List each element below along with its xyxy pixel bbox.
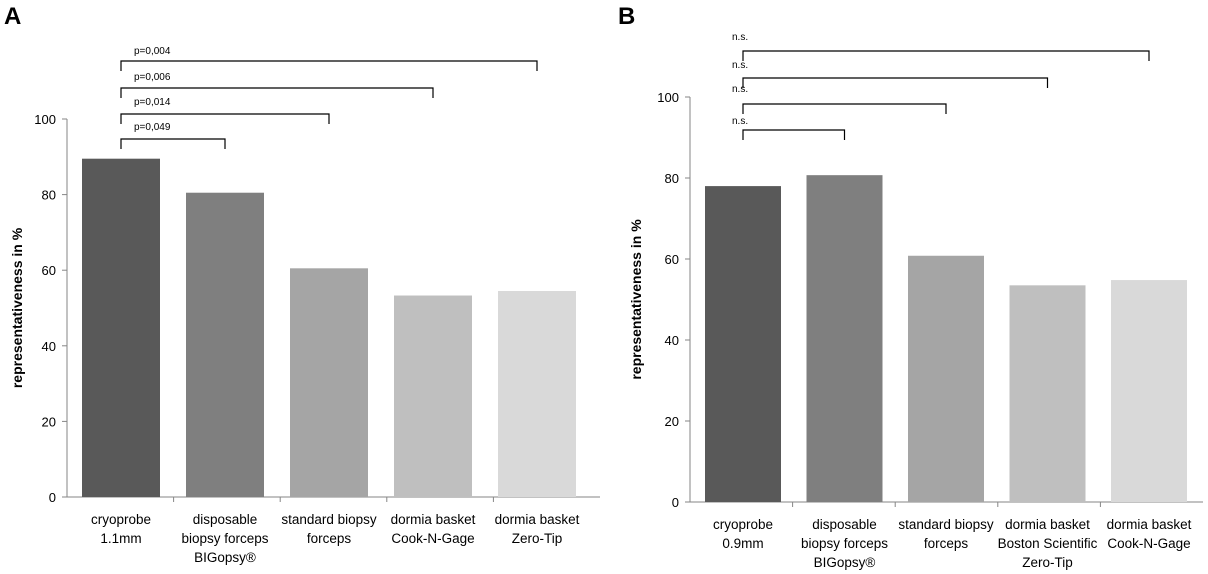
y-tick-label: 20 [665, 414, 679, 429]
category-label: standard biopsy [898, 517, 994, 532]
y-tick-label: 40 [665, 333, 679, 348]
significance-label: n.s. [732, 32, 748, 43]
significance-bracket [120, 138, 226, 149]
significance-label: n.s. [732, 60, 748, 71]
significance-label: p=0,049 [134, 122, 171, 133]
bar [186, 192, 264, 497]
category-label: BIGopsy® [194, 550, 256, 565]
significance-bracket [742, 50, 1150, 61]
category-label: disposable [193, 512, 258, 527]
y-tick-label: 100 [34, 112, 56, 127]
significance-bracket [742, 77, 1049, 88]
bar [908, 255, 984, 502]
panel-label: A [4, 3, 21, 30]
category-label: disposable [812, 517, 877, 532]
y-tick-label: 80 [42, 188, 56, 203]
bar [1111, 280, 1187, 502]
bar [82, 158, 160, 497]
bar [290, 268, 368, 497]
category-label: forceps [307, 531, 352, 546]
significance-bracket [120, 87, 434, 98]
category-label: standard biopsy [281, 512, 377, 527]
category-label: dormia basket [495, 512, 580, 527]
significance-label: p=0,014 [134, 97, 171, 108]
y-tick-label: 80 [665, 171, 679, 186]
y-axis-title: representativeness in % [628, 219, 644, 380]
y-tick-label: 60 [665, 252, 679, 267]
y-tick-label: 60 [42, 263, 56, 278]
y-tick-label: 0 [672, 495, 679, 510]
significance-label: p=0,004 [134, 46, 171, 57]
category-label: BIGopsy® [814, 555, 876, 570]
category-label: cryoprobe [91, 512, 151, 527]
bar [394, 295, 472, 497]
category-label: 1.1mm [100, 531, 141, 546]
category-label: biopsy forceps [801, 536, 888, 551]
category-label: dormia basket [391, 512, 476, 527]
category-label: Cook-N-Gage [391, 531, 474, 546]
category-label: Zero-Tip [1022, 555, 1073, 570]
category-label: Cook-N-Gage [1107, 536, 1190, 551]
category-label: forceps [924, 536, 969, 551]
significance-bracket [742, 129, 846, 140]
category-label: 0.9mm [722, 536, 763, 551]
significance-label: n.s. [732, 116, 748, 127]
significance-label: n.s. [732, 84, 748, 95]
category-label: Zero-Tip [512, 531, 563, 546]
significance-bracket [742, 103, 947, 114]
bar [806, 175, 883, 503]
significance-bracket [120, 113, 330, 124]
significance-label: p=0,006 [134, 72, 171, 83]
y-tick-label: 40 [42, 339, 56, 354]
significance-bracket [120, 60, 538, 71]
bar [705, 186, 781, 502]
y-axis-title: representativeness in % [9, 227, 25, 388]
y-tick-label: 20 [42, 414, 56, 429]
category-label: dormia basket [1107, 517, 1192, 532]
bar [498, 290, 576, 497]
bar [1009, 285, 1086, 502]
category-label: biopsy forceps [181, 531, 268, 546]
category-label: dormia basket [1005, 517, 1090, 532]
panel-label: B [618, 3, 635, 30]
y-tick-label: 100 [657, 90, 679, 105]
category-label: cryoprobe [713, 517, 773, 532]
category-label: Boston Scientific [998, 536, 1098, 551]
y-tick-label: 0 [49, 490, 56, 505]
